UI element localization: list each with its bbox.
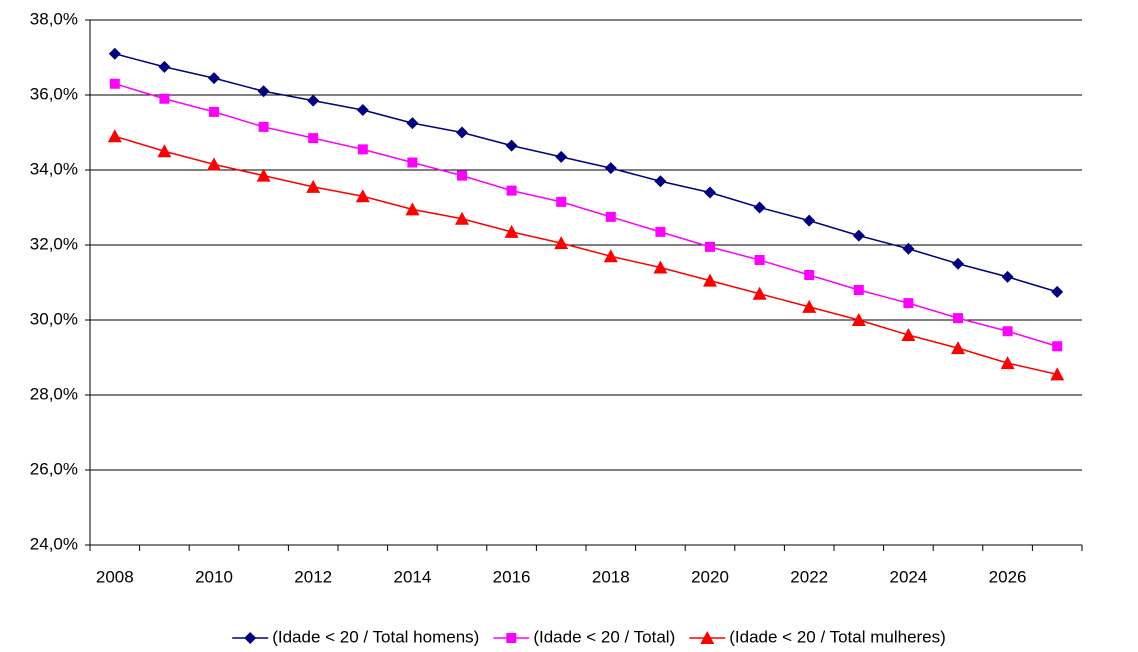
marker (556, 196, 567, 207)
legend-label: (Idade < 20 / Total) (533, 627, 675, 646)
marker (902, 242, 915, 255)
marker (307, 94, 320, 107)
marker (1000, 356, 1015, 370)
x-tick-label: 2026 (989, 567, 1027, 586)
marker (752, 286, 767, 300)
marker (108, 47, 121, 60)
x-tick-label: 2012 (294, 567, 332, 586)
y-tick-label: 28,0% (30, 384, 78, 403)
marker (457, 170, 467, 181)
marker (704, 186, 716, 199)
y-tick-label: 38,0% (30, 9, 78, 28)
marker (1001, 270, 1014, 283)
marker (555, 150, 568, 163)
legend: (Idade < 20 / Total homens) (Idade < 20 /… (232, 627, 946, 646)
marker (653, 260, 668, 274)
marker (406, 117, 419, 130)
marker (705, 241, 715, 252)
marker (208, 72, 220, 85)
legend-label: (Idade < 20 / Total homens) (272, 627, 479, 646)
marker (244, 632, 257, 644)
x-tick-label: 2016 (493, 567, 531, 586)
x-tick-label: 2008 (96, 567, 134, 586)
marker (257, 85, 270, 98)
marker (753, 201, 766, 214)
series-line (114, 135, 1058, 376)
marker (605, 211, 616, 222)
marker (703, 273, 717, 287)
marker (953, 313, 963, 324)
marker (655, 226, 666, 237)
marker (554, 236, 569, 250)
y-tick-label: 26,0% (30, 459, 78, 478)
marker (109, 78, 120, 89)
y-tick-label: 30,0% (30, 309, 78, 328)
marker (951, 341, 965, 355)
marker (357, 144, 368, 155)
marker (802, 299, 817, 313)
marker (456, 126, 468, 139)
marker (158, 60, 171, 73)
marker (455, 211, 469, 225)
marker (754, 255, 765, 265)
marker (1002, 326, 1013, 337)
marker (1052, 341, 1063, 352)
x-tick-label: 2022 (790, 567, 828, 586)
x-tick-label: 2024 (889, 567, 927, 586)
marker (256, 168, 271, 182)
y-tick-label: 32,0% (30, 234, 78, 253)
marker (903, 298, 914, 309)
marker (356, 104, 369, 116)
legend-label: (Idade < 20 / Total mulheres) (729, 627, 946, 646)
marker (853, 285, 864, 295)
x-tick-label: 2020 (691, 567, 729, 586)
marker (504, 224, 519, 238)
marker (159, 93, 170, 104)
marker (1050, 367, 1065, 381)
marker (901, 328, 916, 341)
marker (852, 229, 865, 242)
y-tick-label: 36,0% (30, 84, 78, 103)
marker (258, 121, 269, 132)
marker (506, 633, 517, 643)
marker (506, 185, 517, 196)
marker (107, 129, 122, 143)
marker (1051, 285, 1064, 298)
marker (308, 133, 319, 144)
marker (603, 249, 618, 263)
marker (207, 157, 221, 171)
marker (654, 175, 667, 188)
marker (804, 270, 815, 280)
marker (851, 313, 866, 326)
marker (803, 214, 816, 227)
y-tick-label: 24,0% (30, 534, 78, 553)
marker (306, 179, 321, 193)
x-tick-label: 2010 (195, 567, 233, 586)
marker (952, 257, 964, 270)
marker (209, 106, 219, 117)
marker (700, 631, 715, 644)
marker (355, 189, 370, 203)
marker (157, 144, 172, 158)
y-tick-label: 34,0% (30, 159, 78, 178)
marker (405, 202, 420, 216)
x-tick-label: 2014 (393, 567, 431, 586)
marker (505, 139, 518, 152)
x-tick-label: 2018 (592, 567, 630, 586)
marker (407, 157, 418, 168)
series-line (114, 83, 1058, 347)
marker (604, 162, 617, 175)
series-line (114, 53, 1058, 293)
